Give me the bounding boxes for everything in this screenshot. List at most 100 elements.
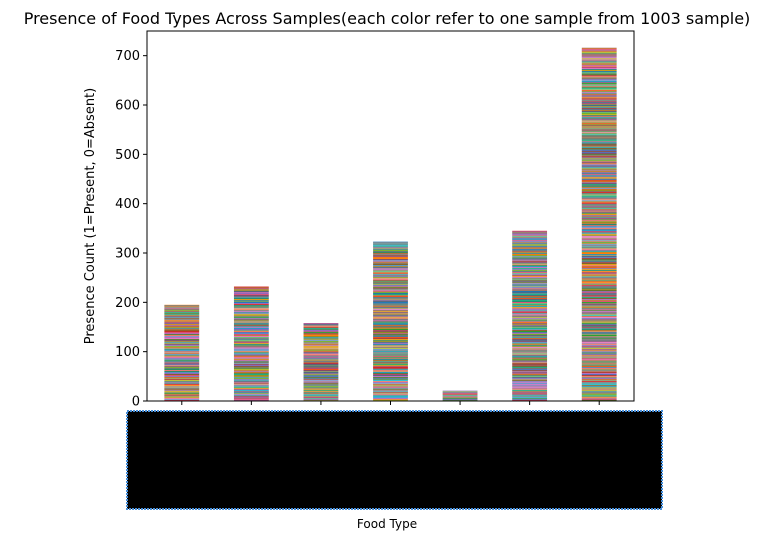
bar-segment [233,291,269,293]
bar-segment [581,367,617,369]
bar-segment [581,97,617,98]
bar-segment [373,398,408,399]
y-tick-label: 200 [115,296,140,311]
bar-segment [233,384,269,385]
bar-segment [512,235,548,237]
bar-segment [581,351,617,353]
bar-segment [581,67,617,69]
bar-segment [164,342,200,343]
bar-segment [581,296,617,298]
bar-segment [581,361,617,363]
bar-segment [373,393,408,395]
bar-segment [373,332,408,334]
bar-segment [581,139,617,140]
bar-segment [581,48,617,49]
bar-segment [233,360,269,361]
bar-segment [581,392,617,393]
bar-segment [164,374,200,376]
bar-segment [581,318,617,320]
bar-segment [164,379,200,380]
bar-segment [581,234,617,235]
bar-segment [581,327,617,328]
bar-segment [512,363,548,364]
bar-segment [581,250,617,252]
bar-segment [512,319,548,321]
bar-segment [373,305,408,307]
bar-segment [164,392,200,394]
bar-segment [581,288,617,289]
bar-segment [512,397,548,399]
bar-segment [164,380,200,381]
bar-segment [373,352,408,353]
bar-segment [233,320,269,321]
bar-segment [303,343,339,344]
bar-segment [512,238,548,240]
bar-segment [233,305,269,306]
bar-segment [581,88,617,90]
bar-segment [581,167,617,169]
bar-segment [373,345,408,347]
bar-segment [164,365,200,367]
bar-segment [233,351,269,352]
bar-segment [512,253,548,254]
bar-segment [581,53,617,55]
bar-segment [233,329,269,331]
bar-segment [512,285,548,286]
bar-segment [581,273,617,274]
bar-segment [303,356,339,358]
bar-segment [581,228,617,229]
bar-segment [512,232,548,233]
bar-segment [164,306,200,307]
bar-segment [581,221,617,223]
bar-segment [373,244,408,246]
bar-segment [581,346,617,348]
bar-segment [581,241,617,242]
bar-segment [373,395,408,397]
bar-segment [164,304,200,306]
bar-segment [373,242,408,244]
bar-segment [512,266,548,268]
bar-segment [512,340,548,341]
bar-segment [233,369,269,371]
bar-segment [512,244,548,245]
bar-segment [164,354,200,356]
bar-segment [373,276,408,277]
bar-segment [164,361,200,363]
bar-segment [373,278,408,280]
bar-segment [164,317,200,319]
bar-segment [581,137,617,139]
bar-segment [581,112,617,114]
bar-segment [512,253,548,255]
bar-segment [303,366,339,368]
bar-segment [512,281,548,283]
bar-segment [233,322,269,324]
bar-segment [373,342,408,344]
bar-segment [512,338,548,340]
bar-segment [512,384,548,386]
bar-segment [581,236,617,238]
bar-segment [512,389,548,391]
bar-segment [164,334,200,336]
bar-segment [233,325,269,326]
bar-segment [581,272,617,274]
bar-segment [373,295,408,297]
bar-segment [233,296,269,298]
bar-segment [303,345,339,346]
bar-segment [581,229,617,231]
bar-segment [512,379,548,381]
bar-segment [303,329,339,331]
bar-segment [581,294,617,296]
bar-segment [373,275,408,277]
bar-segment [581,311,617,313]
bar-segment [164,395,200,397]
bar-segment [581,256,617,258]
bar-segment [581,203,617,205]
bar-segment [373,327,408,328]
bar-segment [164,323,200,325]
bar-segment [581,74,617,76]
bar-segment [233,288,269,290]
bar-segment [581,247,617,249]
bar-segment [233,395,269,396]
bar-segment [373,311,408,312]
bar-segment [581,109,617,111]
